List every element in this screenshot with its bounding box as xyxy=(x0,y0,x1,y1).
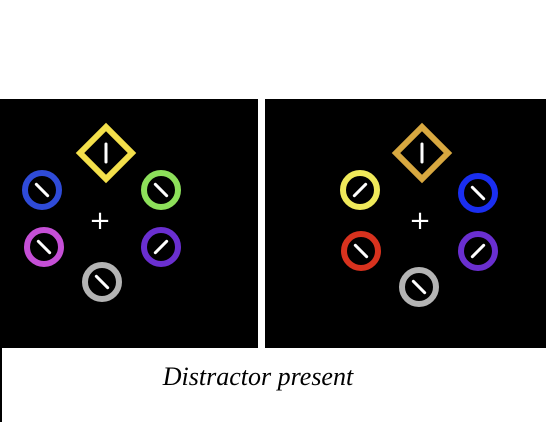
left-item-diamond-1 xyxy=(75,122,137,184)
right-display-svg: + xyxy=(340,122,498,307)
left-search-display: + xyxy=(0,99,258,348)
left-item-circle-4 xyxy=(24,227,64,267)
right-line-segment xyxy=(470,243,486,259)
right-item-circle-5 xyxy=(458,231,498,271)
caption: Distractor present xyxy=(162,362,354,391)
right-line-segment xyxy=(411,279,427,295)
right-line-segment xyxy=(470,185,486,201)
right-search-display: + xyxy=(265,99,546,348)
right-item-circle-6 xyxy=(399,267,439,307)
right-fixation-cross: + xyxy=(409,206,431,236)
right-item-circle-4 xyxy=(341,231,381,271)
left-display-svg: + xyxy=(22,122,181,302)
left-line-segment xyxy=(153,239,169,255)
left-line-segment xyxy=(94,274,110,290)
left-line-segment xyxy=(34,182,50,198)
left-item-circle-6 xyxy=(82,262,122,302)
right-line-segment xyxy=(352,182,368,198)
left-line-segment xyxy=(36,239,52,255)
left-item-circle-5 xyxy=(141,227,181,267)
right-item-diamond-1 xyxy=(391,122,453,184)
left-item-circle-2 xyxy=(22,170,62,210)
left-fixation-cross: + xyxy=(89,206,111,236)
right-item-circle-3 xyxy=(458,173,498,213)
left-item-circle-3 xyxy=(141,170,181,210)
right-line-segment xyxy=(353,243,369,259)
right-item-circle-2 xyxy=(340,170,380,210)
left-line-segment xyxy=(153,182,169,198)
